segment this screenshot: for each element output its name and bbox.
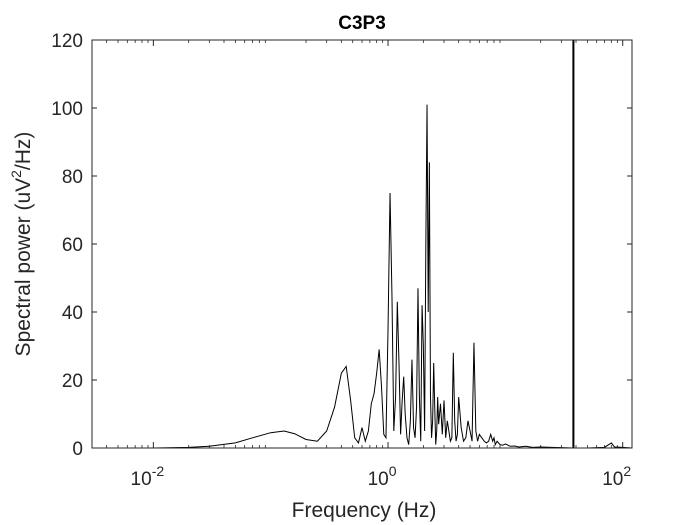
chart-title: C3P3: [338, 13, 386, 34]
y-axis-label-main: Spectral power (uV: [12, 178, 35, 357]
y-axis-label-unit: /Hz): [12, 132, 35, 171]
y-axis-label-superscript: 2: [8, 170, 24, 178]
y-tick-label-4: 80: [62, 167, 83, 188]
y-tick-label-2: 40: [62, 303, 83, 324]
y-tick-label-0: 0: [72, 439, 83, 460]
y-tick-label-3: 60: [62, 235, 83, 256]
y-tick-label-5: 100: [51, 99, 83, 120]
x-tick-label-0: 10-2: [131, 463, 165, 490]
x-axis-label: Frequency (Hz): [292, 499, 437, 522]
y-tick-label-1: 20: [62, 371, 83, 392]
x-tick-label-2: 102: [602, 463, 631, 490]
x-axis-minor-ticks: [91, 40, 618, 448]
y-axis-label: Spectral power (uV2/Hz): [8, 132, 35, 357]
x-axis-ticks: 10-2 100 102: [131, 40, 631, 490]
y-tick-label-6: 120: [51, 31, 83, 52]
plot-area-frame: [91, 39, 633, 449]
y-axis-ticks: 0 20 40 60 80 100 120: [51, 31, 632, 460]
x-tick-label-1: 100: [368, 463, 397, 490]
series-line: [92, 104, 633, 449]
